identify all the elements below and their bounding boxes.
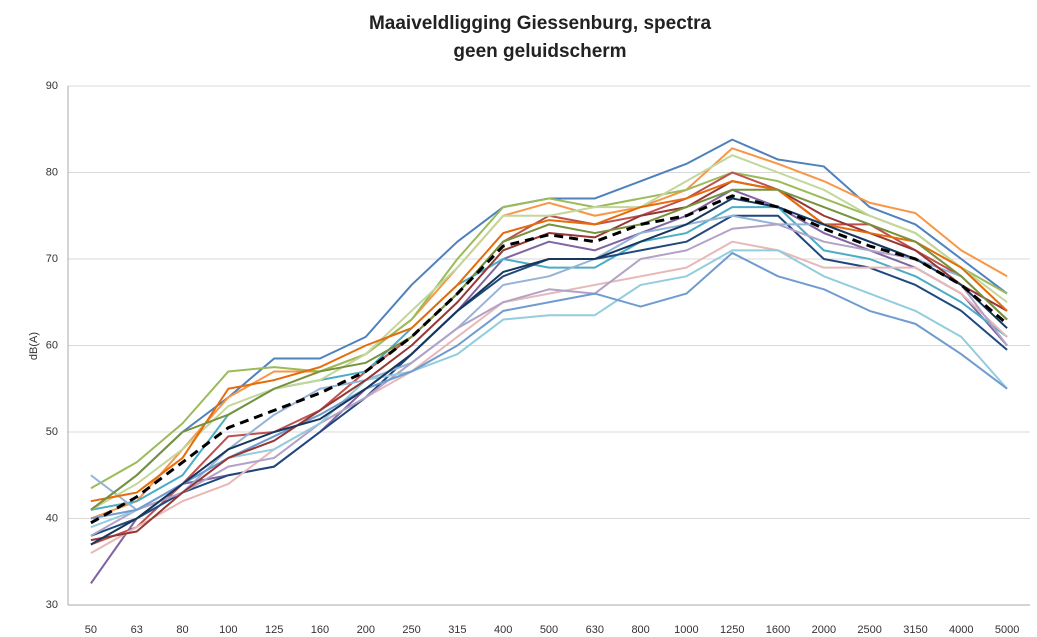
x-tick-label: 2000 xyxy=(812,624,836,636)
series-line xyxy=(90,171,1008,546)
y-tick-label: 80 xyxy=(46,166,58,178)
x-tick-label: 200 xyxy=(357,624,375,636)
series-line xyxy=(90,223,1008,537)
x-tick-label: 5000 xyxy=(995,624,1019,636)
x-tick-label: 100 xyxy=(219,624,237,636)
series-line xyxy=(90,154,1008,511)
series-line xyxy=(90,171,1008,490)
series-line xyxy=(90,194,1009,525)
x-tick-label: 2500 xyxy=(857,624,881,636)
x-tick-label: 800 xyxy=(631,624,649,636)
series-line xyxy=(90,188,1008,584)
y-tick-label: 70 xyxy=(46,253,58,265)
series-line xyxy=(90,249,1008,529)
y-tick-label: 90 xyxy=(46,80,58,92)
series-line xyxy=(90,240,1008,554)
x-tick-label: 500 xyxy=(540,624,558,636)
series-line xyxy=(90,147,1008,520)
x-tick-label: 80 xyxy=(176,624,188,636)
chart-title: Maaiveldligging Giessenburg, spectra xyxy=(369,13,712,34)
chart-title: geen geluidscherm xyxy=(453,41,626,62)
y-tick-label: 40 xyxy=(46,512,58,524)
x-tick-label: 630 xyxy=(586,624,604,636)
x-tick-label: 250 xyxy=(402,624,420,636)
series-line xyxy=(90,180,1008,542)
y-tick-label: 60 xyxy=(46,339,58,351)
x-tick-label: 63 xyxy=(131,624,143,636)
x-tick-label: 400 xyxy=(494,624,512,636)
series-line xyxy=(90,180,1008,503)
x-tick-label: 4000 xyxy=(949,624,973,636)
series-line xyxy=(90,188,1008,511)
series-line xyxy=(90,138,1008,511)
x-tick-label: 1250 xyxy=(720,624,744,636)
y-tick-label: 50 xyxy=(46,426,58,438)
series-line xyxy=(90,251,1008,520)
series-line xyxy=(90,206,1008,511)
x-tick-label: 1600 xyxy=(766,624,790,636)
x-tick-label: 50 xyxy=(85,624,97,636)
x-tick-label: 315 xyxy=(448,624,466,636)
x-tick-label: 1000 xyxy=(674,624,698,636)
x-tick-label: 125 xyxy=(265,624,283,636)
x-tick-label: 160 xyxy=(311,624,329,636)
x-tick-label: 3150 xyxy=(903,624,927,636)
y-axis-label: dB(A) xyxy=(28,332,40,360)
series-line xyxy=(90,197,1008,546)
series-line xyxy=(90,214,1008,537)
y-tick-label: 30 xyxy=(46,599,58,611)
